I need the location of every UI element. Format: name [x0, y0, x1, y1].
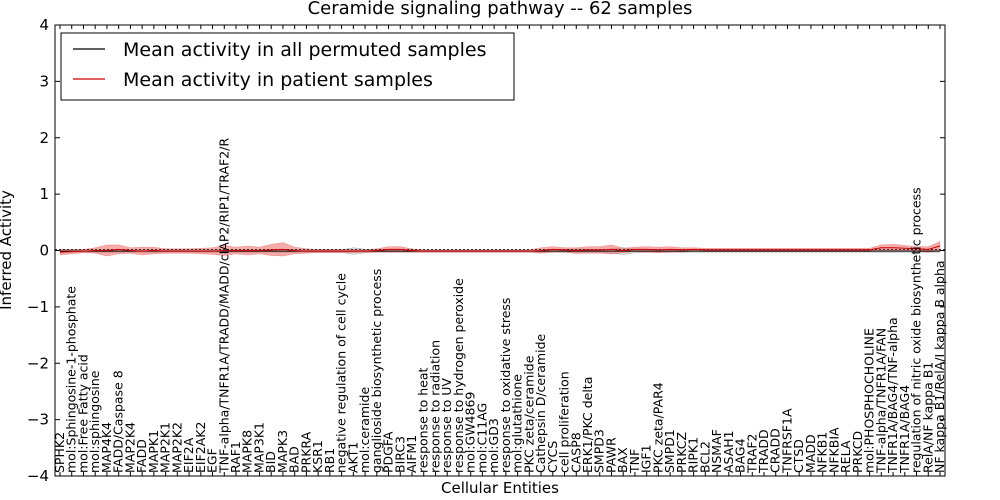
x-tick-label: BID: [263, 451, 278, 473]
y-axis: −4 −3 −2 −1 0 1 2 3 4: [27, 16, 945, 485]
x-tick-label: TNF-alpha/TNFR1A/TRADD/MADD/cIAP2/RIP1/T…: [216, 138, 231, 474]
x-tick-label: ERK1/PKC delta: [580, 377, 595, 473]
x-tick-label: TNFR1A/BAG4/TNF-alpha: [885, 317, 900, 474]
x-tick-label: TNF: [627, 449, 642, 474]
x-tick-label: MAP4K4: [99, 422, 114, 473]
y-tick-label: 3: [39, 72, 49, 90]
x-tick-label: PRKCZ: [674, 432, 689, 473]
x-tick-label: mol:sphingosine: [87, 370, 102, 473]
x-tick-label: RB1: [322, 448, 337, 473]
x-tick-label: NFKBIA: [826, 427, 841, 473]
x-tick-label: MADD: [803, 434, 818, 473]
x-tick-label: CYCS: [545, 441, 560, 473]
y-tick-label: 4: [39, 16, 49, 34]
x-tick-label: MAP2K2: [169, 422, 184, 473]
x-tick-label: PRKRA: [298, 431, 313, 473]
x-tick-label: RELA: [838, 440, 853, 473]
x-tick-label: ASAH1: [721, 430, 736, 473]
x-tick-label: PKC zeta/PAR4: [650, 382, 665, 473]
confidence-bands: [59, 241, 941, 257]
chart-title: Ceramide signaling pathway -- 62 samples: [308, 0, 693, 19]
y-tick-label: −4: [27, 467, 49, 485]
x-tick-label: NFKB1: [815, 432, 830, 473]
x-tick-label: SPHK2: [52, 432, 67, 473]
y-tick-label: 1: [39, 185, 49, 203]
x-tick-label: CASP8: [568, 432, 583, 473]
x-tick-label: BAG4: [733, 438, 748, 473]
x-tick-label: PDGFA: [381, 431, 396, 473]
legend-label-patient: Mean activity in patient samples: [123, 69, 433, 91]
x-tick-label: KSR1: [310, 440, 325, 473]
x-tick-label: AKT1: [345, 442, 360, 473]
x-tick-label: mol:GD3: [486, 418, 501, 473]
x-tick-label: CRADD: [768, 428, 783, 473]
x-tick-label: cell proliferation: [557, 371, 572, 473]
x-tick-label: IGF1: [639, 444, 654, 473]
x-tick-label: response to radiation: [428, 340, 443, 473]
x-tick-label: AIFM1: [404, 435, 419, 473]
x-tick-label: PKC zeta/ceramide: [521, 355, 536, 473]
x-tick-label: response to oxidative stress: [498, 298, 513, 473]
x-tick-label: RAF1: [228, 441, 243, 473]
band-series-1: [59, 241, 941, 257]
x-tick-label: TNF-alpha/TNFR1A/FAN: [873, 328, 888, 474]
x-tick-label: mol:Free Fatty acid: [76, 354, 91, 473]
x-tick-label: BAD: [287, 446, 302, 473]
legend-label-permuted: Mean activity in all permuted samples: [123, 39, 486, 61]
x-tick-label: TRADD: [756, 429, 771, 474]
x-tick-label: RIPK1: [686, 437, 701, 473]
y-axis-title: Inferred Activity: [0, 190, 15, 310]
x-tick-label: MAP2K4: [122, 422, 137, 473]
x-tick-label: MAPK8: [240, 430, 255, 473]
series-lines: [59, 245, 941, 253]
x-tick-label: BAX: [615, 447, 630, 473]
x-tick-label: TNFR1A/BAG4: [897, 385, 912, 474]
legend-box: [60, 32, 515, 101]
x-tick-label: ganglioside biosynthetic process: [369, 269, 384, 473]
x-tick-label: MAP2K1: [158, 422, 173, 473]
legend: Mean activity in all permuted samples Me…: [60, 32, 515, 101]
x-tick-label: FADD/Caspase 8: [111, 370, 126, 473]
x-tick-label: SMPD3: [592, 429, 607, 473]
x-tick-label: CTSD: [791, 439, 806, 473]
x-axis-title: Cellular Entities: [441, 479, 559, 497]
y-tick-label: −3: [27, 411, 49, 429]
x-tick-label: RelA/NF kappa B1: [920, 362, 935, 473]
x-tick-label: MAPK1: [146, 430, 161, 473]
x-tick-label: mol:Sphingosine-1-phosphate: [64, 286, 79, 473]
x-tick-label: TNFRSF1A: [780, 408, 795, 474]
x-tick-label: regulation of nitric oxide biosynthetic …: [909, 187, 924, 473]
x-tick-label: response to hydrogen peroxide: [451, 278, 466, 473]
x-tick-label: PAWR: [604, 437, 619, 473]
x-tick-label: mol:glutathione: [510, 374, 525, 473]
x-tick-label: BIRC3: [392, 436, 407, 473]
y-tick-label: −2: [27, 354, 49, 372]
x-tick-label: Cathepsin D/ceramide: [533, 333, 548, 473]
y-tick-label: 0: [39, 242, 49, 260]
x-tick-label: mol:C11AG: [474, 403, 489, 473]
y-tick-label: −1: [27, 298, 49, 316]
x-tick-label: BCL2: [697, 441, 712, 473]
x-tick-label: EIF2AK2: [193, 422, 208, 473]
x-tick-label: response to UV: [439, 378, 454, 473]
x-tick-label: MAP3K1: [252, 422, 267, 473]
x-tick-label: mol:ceramide: [357, 387, 372, 473]
x-tick-label: FADD: [134, 439, 149, 473]
x-axis: SPHK2mol:Sphingosine-1-phosphatemol:Free…: [52, 25, 947, 476]
x-tick-label: response to heat: [416, 367, 431, 473]
x-tick-label: mol:PHOSPHOCHOLINE: [862, 328, 877, 473]
x-tick-label: NF kappa B1/RelA/I kappa B alpha: [932, 260, 947, 473]
x-tick-label: SMPD1: [662, 429, 677, 473]
x-tick-label: NSMAF: [709, 429, 724, 473]
y-tick-label: 2: [39, 129, 49, 147]
x-tick-label: negative regulation of cell cycle: [334, 273, 349, 473]
line-series-1: [59, 245, 941, 253]
x-tick-label: MAPK3: [275, 430, 290, 473]
x-tick-label: TRAF2: [744, 433, 759, 474]
x-tick-label: PRKCD: [850, 431, 865, 473]
x-tick-label: EGF: [205, 448, 220, 473]
x-tick-label: EIF2A: [181, 437, 196, 473]
x-tick-label: mol:GW4869: [463, 392, 478, 473]
